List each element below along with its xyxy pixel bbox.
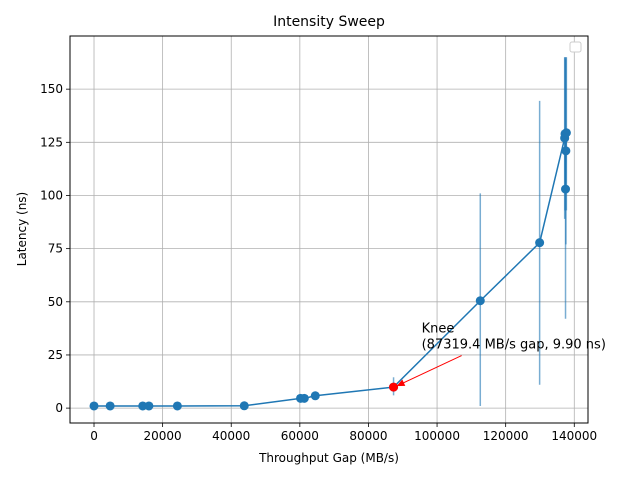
x-tick-label: 120000 <box>483 429 529 443</box>
data-point <box>144 401 154 411</box>
x-tick-label: 100000 <box>414 429 460 443</box>
data-point <box>172 401 182 411</box>
knee-point <box>389 382 399 392</box>
knee-annotation: Knee (87319.4 MB/s gap, 9.90 ns) <box>396 322 606 387</box>
x-tick-label: 0 <box>90 429 98 443</box>
x-tick-label: 140000 <box>551 429 597 443</box>
y-tick-label: 100 <box>40 188 63 202</box>
data-point <box>89 401 99 411</box>
data-point <box>105 401 115 411</box>
data-point <box>561 146 571 156</box>
data-point <box>239 401 249 411</box>
y-axis-ticks: 0 25 50 75 100 125 150 <box>40 82 70 415</box>
y-tick-label: 75 <box>48 242 63 256</box>
series-markers <box>89 128 571 411</box>
legend-box <box>569 41 582 53</box>
knee-arrow <box>396 355 462 387</box>
y-tick-label: 50 <box>48 295 63 309</box>
data-point <box>310 391 320 401</box>
x-tick-label: 60000 <box>281 429 319 443</box>
y-axis-label: Latency (ns) <box>15 192 29 266</box>
series-line <box>94 132 568 407</box>
x-axis-label: Throughput Gap (MB/s) <box>258 451 399 465</box>
y-tick-label: 125 <box>40 135 63 149</box>
data-point <box>561 184 571 194</box>
error-bars <box>299 57 568 406</box>
data-point <box>475 296 485 306</box>
y-tick-label: 25 <box>48 348 63 362</box>
x-tick-label: 20000 <box>144 429 182 443</box>
y-tick-label: 150 <box>40 82 63 96</box>
series-lines <box>94 132 568 407</box>
annotation-value: (87319.4 MB/s gap, 9.90 ns) <box>422 338 606 353</box>
x-tick-label: 80000 <box>349 429 387 443</box>
annotation-label: Knee <box>422 322 455 337</box>
data-point <box>535 238 545 248</box>
plot-frame <box>69 35 589 424</box>
grid-lines <box>70 36 588 423</box>
y-tick-label: 0 <box>55 401 63 415</box>
chart-title: Intensity Sweep <box>273 14 385 30</box>
x-axis-ticks: 0 20000 40000 60000 80000 100000 120000 140000 <box>90 423 597 443</box>
knee-arrow-head <box>396 379 406 387</box>
x-tick-label: 40000 <box>212 429 250 443</box>
data-point <box>561 128 571 138</box>
data-point <box>138 401 148 411</box>
data-point <box>299 393 309 403</box>
